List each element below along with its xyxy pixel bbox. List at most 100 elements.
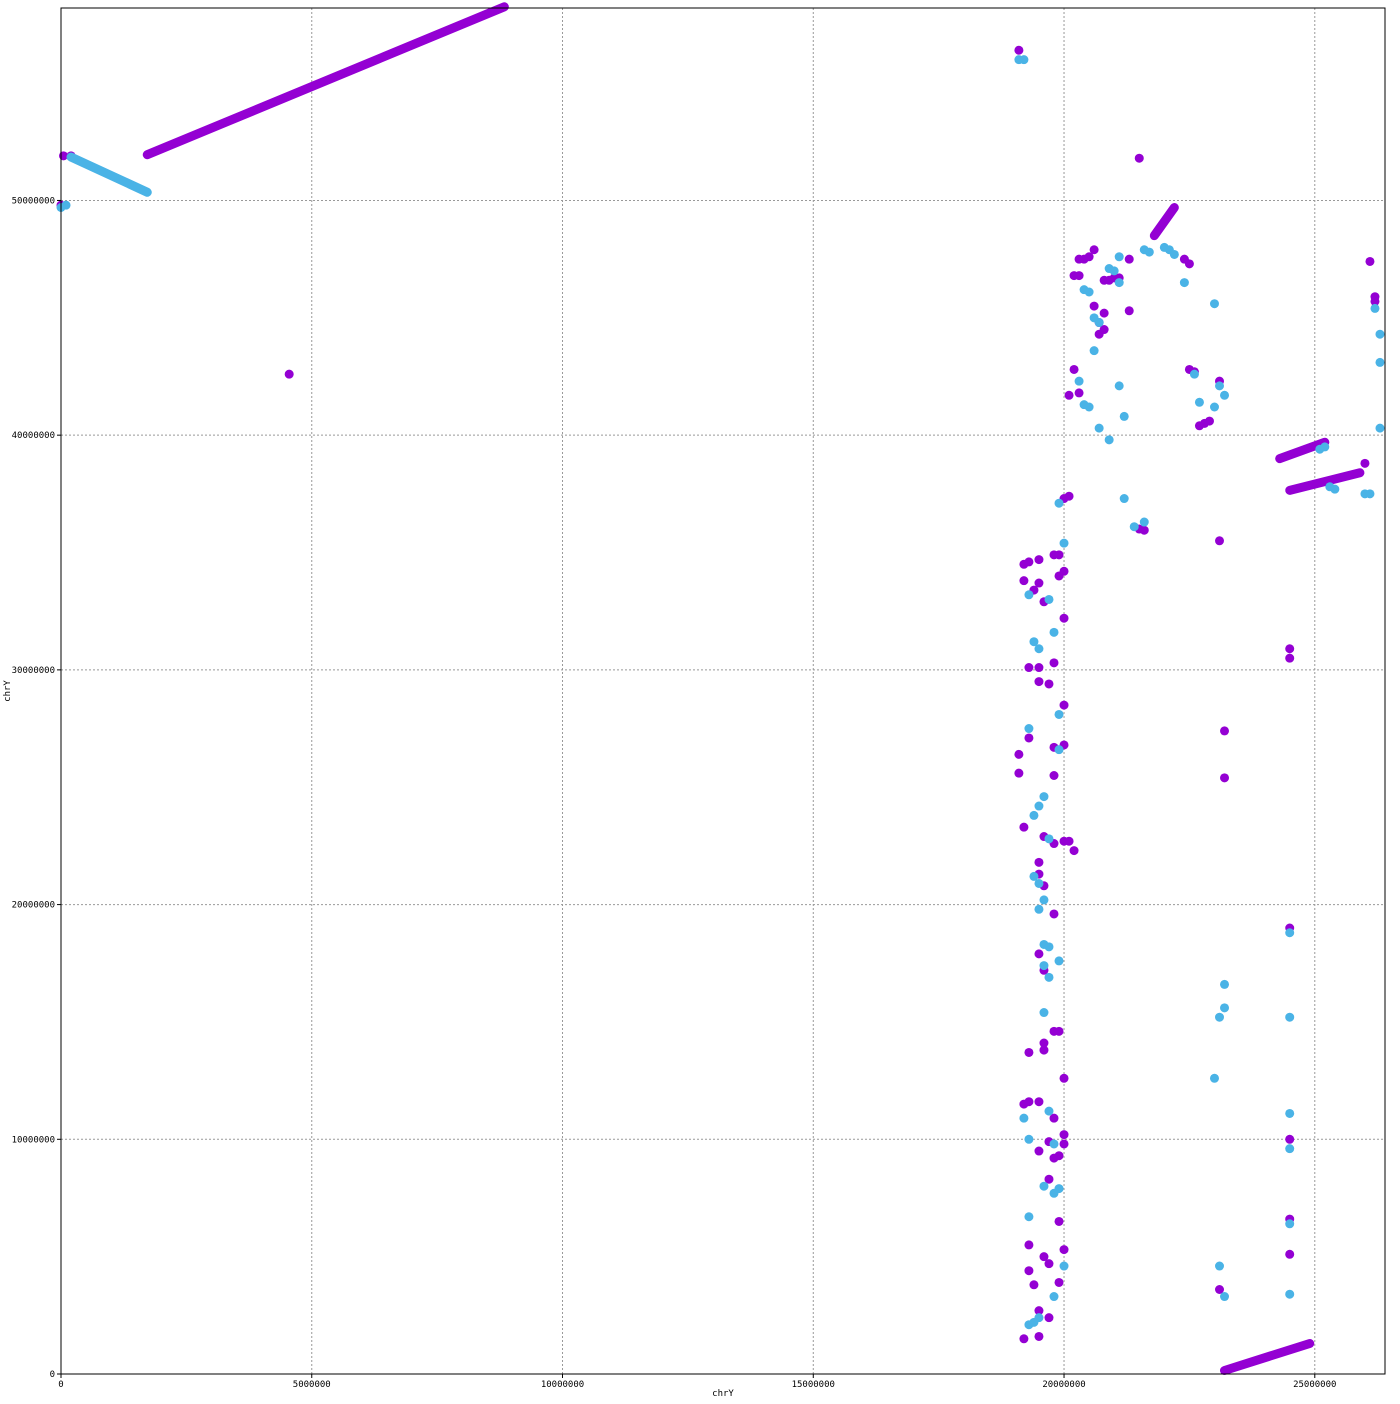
alignment-point	[1034, 949, 1044, 959]
alignment-point	[1169, 249, 1179, 259]
alignment-point	[1054, 1277, 1064, 1287]
alignment-point	[1215, 536, 1224, 546]
alignment-point	[1285, 653, 1295, 663]
alignment-point	[1034, 1331, 1044, 1341]
alignment-point	[1029, 637, 1039, 647]
alignment-point	[1089, 346, 1099, 356]
alignment-point	[1059, 1245, 1069, 1255]
y-tick-label: 50000000	[12, 196, 55, 206]
alignment-point	[1019, 1334, 1029, 1344]
alignment-point	[1220, 773, 1230, 783]
alignment-point	[1044, 1259, 1054, 1269]
alignment-point	[1129, 522, 1139, 532]
alignment-point	[1059, 1073, 1069, 1083]
alignment-point	[1074, 376, 1084, 386]
alignment-point	[1059, 1130, 1069, 1140]
alignment-point	[1089, 245, 1099, 255]
alignment-point	[1024, 1212, 1034, 1222]
alignment-point	[1049, 627, 1059, 637]
alignment-point	[1049, 658, 1059, 668]
alignment-point	[1285, 1144, 1295, 1154]
alignment-point	[1194, 421, 1204, 431]
alignment-point	[1059, 1261, 1069, 1271]
alignment-point	[1064, 491, 1074, 501]
alignment-point	[1029, 810, 1039, 820]
series-2	[56, 55, 1385, 1330]
x-tick-label: 20000000	[1042, 1380, 1085, 1390]
alignment-point	[1059, 613, 1069, 623]
alignment-point	[1370, 303, 1380, 313]
alignment-point	[1114, 278, 1124, 288]
alignment-point	[1189, 369, 1199, 379]
alignment-point	[1204, 416, 1214, 426]
alignment-point	[1024, 1240, 1034, 1250]
alignment-point	[1024, 724, 1034, 734]
alignment-point	[1285, 1289, 1295, 1299]
data-points	[56, 2, 1385, 1375]
alignment-point	[1019, 822, 1029, 832]
alignment-point	[1209, 402, 1219, 412]
alignment-point	[1034, 663, 1044, 673]
alignment-point	[1054, 745, 1064, 755]
x-tick-label: 0	[58, 1380, 63, 1390]
alignment-point	[1054, 498, 1064, 508]
alignment-point	[1285, 1134, 1295, 1144]
alignment-point	[1194, 397, 1204, 407]
alignment-point	[1365, 256, 1375, 266]
alignment-point	[1285, 928, 1295, 938]
alignment-point	[1034, 857, 1044, 867]
alignment-point	[1285, 1108, 1295, 1118]
plot-area-frame	[60, 7, 1386, 1375]
alignment-point	[1084, 402, 1094, 412]
alignment-point	[1124, 254, 1134, 264]
y-tick-label: 20000000	[12, 901, 55, 911]
alignment-point	[1285, 644, 1295, 654]
alignment-point	[1034, 1097, 1044, 1107]
alignment-point	[1084, 287, 1094, 297]
alignment-segment	[1149, 203, 1179, 241]
alignment-point	[1114, 381, 1124, 391]
alignment-point	[1215, 1261, 1224, 1271]
alignment-point	[1024, 557, 1034, 567]
alignment-point	[1220, 1292, 1230, 1302]
y-tick-label: 10000000	[12, 1135, 55, 1145]
alignment-point	[1054, 550, 1064, 560]
alignment-point	[1209, 299, 1219, 309]
alignment-point	[1054, 709, 1064, 719]
alignment-point	[1099, 308, 1109, 318]
alignment-point	[1109, 266, 1119, 276]
alignment-point	[1285, 1012, 1295, 1022]
alignment-point	[1049, 909, 1059, 919]
alignment-point	[1179, 278, 1189, 288]
alignment-point	[1220, 726, 1230, 736]
alignment-segment	[1275, 437, 1330, 464]
alignment-point	[1375, 329, 1385, 339]
alignment-point	[1064, 836, 1074, 846]
alignment-point	[1064, 390, 1074, 400]
axis-ticks: 0 5000000 10000000 15000000 20000000 25000000…	[12, 196, 1337, 1390]
alignment-point	[1039, 792, 1049, 802]
alignment-point	[1119, 411, 1129, 421]
alignment-point	[1330, 484, 1340, 494]
alignment-segment	[1220, 1338, 1315, 1375]
alignment-point	[1094, 318, 1104, 328]
alignment-point	[1029, 871, 1039, 881]
x-axis-label: chrY	[712, 1389, 734, 1399]
alignment-point	[284, 369, 294, 379]
alignment-point	[1139, 517, 1149, 527]
alignment-point	[1014, 749, 1024, 759]
alignment-point	[1370, 296, 1380, 306]
alignment-point	[1034, 555, 1044, 565]
alignment-point	[1024, 1047, 1034, 1057]
alignment-segment	[142, 2, 509, 160]
alignment-point	[61, 200, 71, 210]
alignment-point	[1024, 1134, 1034, 1144]
alignment-point	[1034, 1306, 1044, 1316]
alignment-point	[1034, 1146, 1044, 1156]
alignment-point	[1024, 590, 1034, 600]
alignment-point	[1044, 1174, 1054, 1184]
alignment-point	[1054, 1184, 1064, 1194]
alignment-point	[1220, 979, 1230, 989]
alignment-point	[1220, 1003, 1230, 1013]
